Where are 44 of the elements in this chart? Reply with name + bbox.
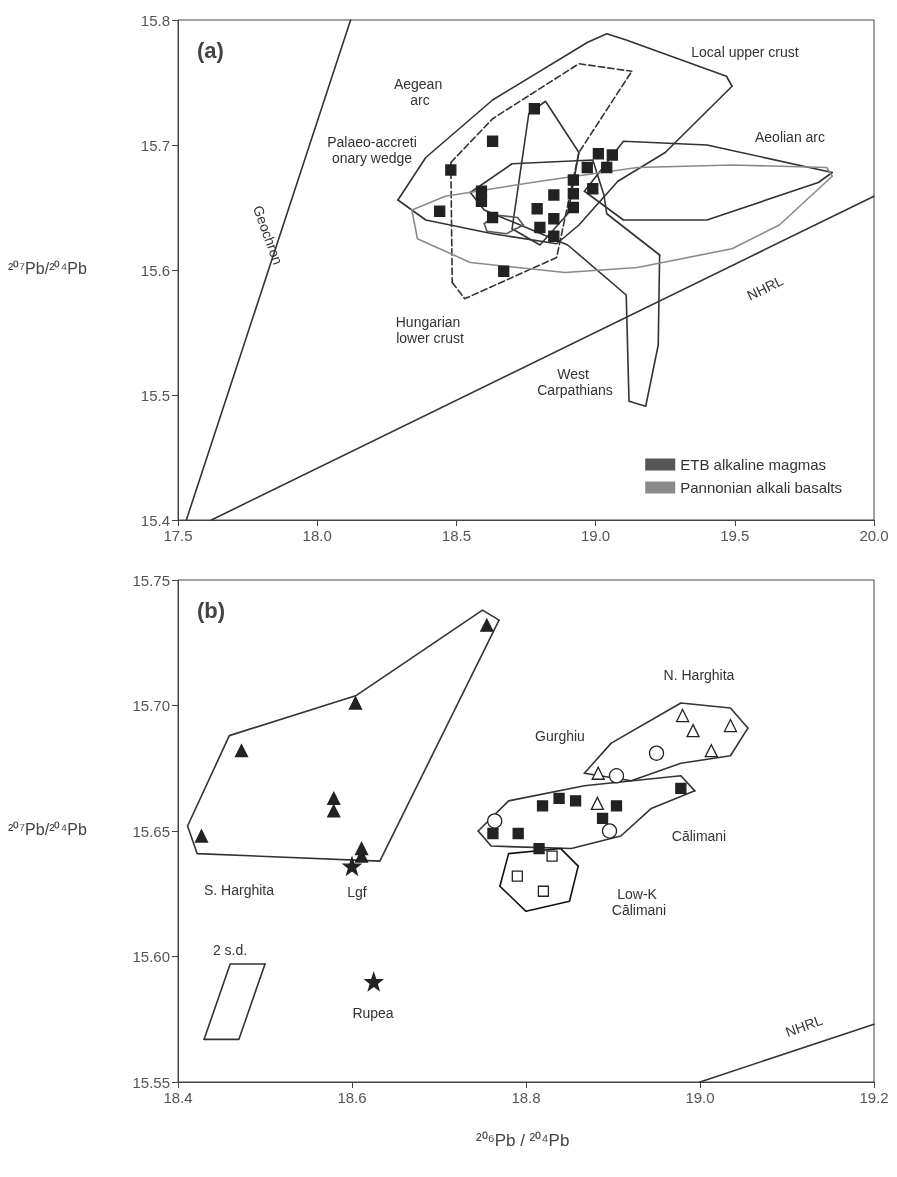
y-axis-title: ²⁰⁷Pb/²⁰⁴Pb <box>8 820 88 838</box>
annotation: N. Harghita <box>663 667 735 683</box>
y-axis-title: ²⁰⁷Pb/²⁰⁴Pb <box>8 259 88 277</box>
x-tick-label: 19.0 <box>685 1089 715 1106</box>
y-tick-label: 15.75 <box>132 571 170 589</box>
x-tick-label: 18.4 <box>163 1089 193 1106</box>
annotation: NHRL <box>783 1011 825 1041</box>
annotation: Low-K Cālimani <box>611 886 667 918</box>
x-tick-label: 18.5 <box>441 527 471 544</box>
x-tick-label: 19.5 <box>720 527 750 544</box>
text: (a) <box>197 37 224 63</box>
text: (b) <box>197 597 226 623</box>
annotation: Local upper crust <box>691 44 799 60</box>
y-tick-label: 15.70 <box>132 697 170 714</box>
legend-label: ETB alkaline magmas <box>680 456 827 473</box>
y-tick-label: 15.5 <box>140 386 170 404</box>
legend-label: Pannonian alkali basalts <box>680 479 842 496</box>
annotation: NHRL <box>744 272 786 304</box>
annotation: S. Harghita <box>203 882 275 898</box>
x-tick-label: 17.5 <box>163 527 193 544</box>
x-tick-label: 20.0 <box>859 527 889 544</box>
annotation: 2 s.d. <box>212 942 248 958</box>
annotation: Cālimani <box>671 828 727 844</box>
y-tick-label: 15.65 <box>132 822 170 840</box>
x-axis-title: ²⁰⁶Pb / ²⁰⁴Pb <box>476 1131 570 1150</box>
annotation: Lgf <box>347 884 367 900</box>
y-tick-label: 15.55 <box>132 1073 170 1091</box>
annotation: Rupea <box>352 1005 394 1021</box>
annotation: Hungarian lower crust <box>395 314 465 346</box>
annotation: West Carpathians <box>537 366 613 398</box>
x-tick-label: 19.0 <box>581 527 611 544</box>
y-tick-label: 15.7 <box>140 136 170 154</box>
x-tick-label: 18.0 <box>302 527 332 544</box>
y-tick-label: 15.6 <box>140 261 170 279</box>
x-tick-label: 19.2 <box>859 1089 889 1106</box>
x-tick-label: 18.6 <box>337 1089 367 1106</box>
y-tick-label: 15.60 <box>132 948 170 965</box>
annotation: Gurghiu <box>535 728 585 744</box>
annotation: Aeolian arc <box>754 129 826 145</box>
annotation: Aegean arc <box>393 76 447 108</box>
x-tick-label: 18.8 <box>511 1089 541 1106</box>
y-tick-label: 15.4 <box>140 511 170 529</box>
y-tick-label: 15.8 <box>140 11 170 29</box>
annotation: Palaeo-accretionary wedge <box>327 134 417 166</box>
